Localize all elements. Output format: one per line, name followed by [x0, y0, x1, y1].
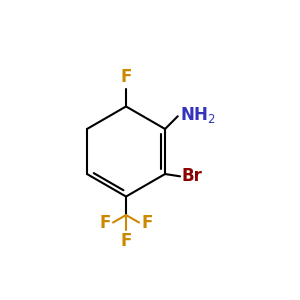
Text: Br: Br — [181, 167, 202, 185]
Text: F: F — [141, 214, 153, 232]
Text: F: F — [99, 214, 111, 232]
Text: NH$_2$: NH$_2$ — [180, 105, 215, 125]
Text: F: F — [120, 232, 132, 250]
Text: F: F — [120, 68, 132, 86]
